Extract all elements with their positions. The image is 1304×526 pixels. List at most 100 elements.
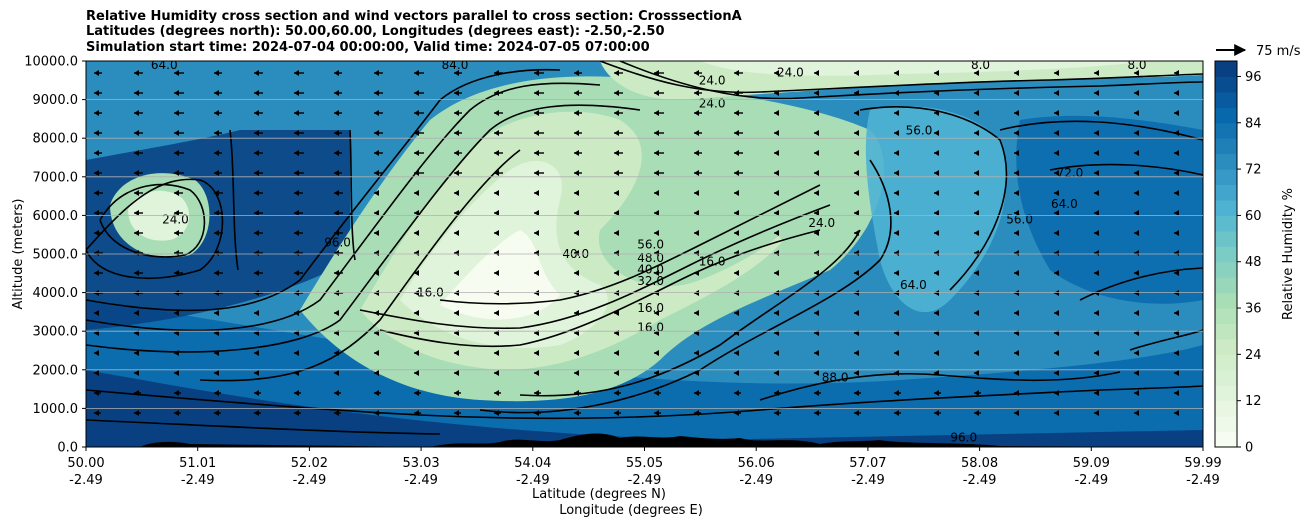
wind-vector-head (574, 370, 579, 376)
wind-vector-head (334, 410, 339, 416)
wind-vector-head (654, 70, 659, 76)
wind-vector-head (294, 230, 299, 236)
contour-label: 16.0 (699, 255, 726, 269)
colorbar-segment (1215, 369, 1237, 386)
wind-vector-head (174, 110, 179, 116)
contour-label: 96.0 (324, 235, 351, 249)
wind-vector-head (734, 210, 739, 216)
wind-vector-head (1134, 410, 1139, 416)
wind-vector-head (1094, 250, 1099, 256)
wind-vector-head (814, 270, 819, 276)
chart-title-line-2: Latitudes (degrees north): 50.00,60.00, … (86, 24, 665, 39)
wind-vector-head (894, 390, 899, 396)
wind-vector-head (1094, 310, 1099, 316)
wind-vector-head (174, 90, 179, 96)
wind-vector-head (1174, 190, 1179, 196)
wind-vector-head (294, 390, 299, 396)
wind-vector-head (374, 190, 379, 196)
wind-vector-head (174, 250, 179, 256)
x-axis-label-longitude: Longitude (degrees E) (559, 503, 703, 518)
wind-vector-head (294, 190, 299, 196)
wind-vector-head (854, 250, 859, 256)
wind-vector-head (534, 390, 539, 396)
wind-vector-head (574, 130, 579, 136)
wind-vector-head (534, 130, 539, 136)
wind-vector-head (174, 370, 179, 376)
wind-vector-head (174, 410, 179, 416)
y-tick-label: 2000.0 (33, 363, 79, 378)
wind-vector-head (894, 350, 899, 356)
wind-vector-head (254, 110, 259, 116)
wind-vector-head (734, 370, 739, 376)
wind-vector-head (1094, 270, 1099, 276)
wind-vector-head (1134, 390, 1139, 396)
wind-vector-head (694, 210, 699, 216)
wind-vector-head (654, 170, 659, 176)
wind-vector-head (734, 130, 739, 136)
wind-vector-head (734, 310, 739, 316)
y-tick-label: 0.0 (57, 441, 78, 456)
wind-vector-head (1094, 130, 1099, 136)
wind-vector-head (614, 230, 619, 236)
wind-vector-head (1054, 310, 1059, 316)
wind-vector-head (614, 250, 619, 256)
wind-vector-head (334, 150, 339, 156)
wind-vector-head (1134, 130, 1139, 136)
wind-vector-head (174, 270, 179, 276)
wind-vector-head (854, 130, 859, 136)
wind-vector-head (94, 110, 99, 116)
wind-vector-head (254, 70, 259, 76)
wind-vector-head (894, 270, 899, 276)
wind-vector-head (1174, 390, 1179, 396)
x-axis-label-latitude: Latitude (degrees N) (532, 487, 666, 502)
wind-vector-head (1094, 230, 1099, 236)
contour-label: 16.0 (637, 320, 664, 334)
wind-vector-head (694, 230, 699, 236)
wind-vector-head (1054, 70, 1059, 76)
contour-label: 96.0 (950, 430, 977, 444)
wind-vector-head (414, 310, 419, 316)
wind-vector-head (1094, 110, 1099, 116)
wind-vector-head (934, 150, 939, 156)
wind-vector-head (1134, 350, 1139, 356)
wind-vector-head (214, 310, 219, 316)
colorbar-segment (1215, 199, 1237, 216)
wind-vector-head (1174, 310, 1179, 316)
wind-vector-head (1014, 170, 1019, 176)
wind-vector-head (574, 90, 579, 96)
wind-vector-head (814, 170, 819, 176)
wind-vector-head (774, 70, 779, 76)
wind-vector-head (94, 310, 99, 316)
wind-vector-head (574, 250, 579, 256)
wind-vector-head (494, 110, 499, 116)
wind-vector-head (1054, 150, 1059, 156)
wind-vector-head (254, 350, 259, 356)
wind-vector-head (294, 250, 299, 256)
wind-vector-head (614, 130, 619, 136)
wind-vector-head (214, 150, 219, 156)
wind-vector-head (694, 70, 699, 76)
wind-vector-head (1174, 110, 1179, 116)
colorbar-frame (1214, 60, 1238, 448)
wind-vector-head (614, 110, 619, 116)
wind-vector-head (494, 250, 499, 256)
wind-vector-head (974, 250, 979, 256)
x-tick-label-lon: -2.49 (1186, 473, 1220, 488)
colorbar-segment (1215, 400, 1237, 417)
wind-vector-head (1174, 270, 1179, 276)
wind-vector-head (214, 110, 219, 116)
wind-vector-head (294, 350, 299, 356)
colorbar-segment (1215, 308, 1237, 324)
contour-label: 40.0 (637, 262, 664, 276)
wind-vector-head (814, 110, 819, 116)
wind-vector-head (214, 190, 219, 196)
x-tick-label-lat: 55.05 (626, 456, 663, 471)
wind-vector-head (1014, 190, 1019, 196)
wind-vector-head (694, 250, 699, 256)
wind-vector-head (1134, 250, 1139, 256)
wind-vector-head (1174, 150, 1179, 156)
wind-vector-head (214, 370, 219, 376)
wind-vector-head (414, 110, 419, 116)
wind-vector-head (1014, 310, 1019, 316)
wind-vector-head (374, 170, 379, 176)
